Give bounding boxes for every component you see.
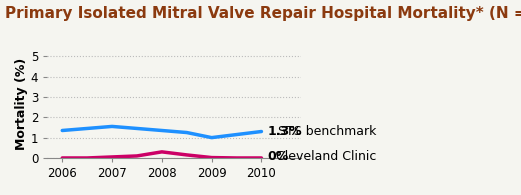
Text: Cleveland Clinic: Cleveland Clinic	[272, 150, 377, 163]
Text: 0%: 0%	[267, 150, 289, 163]
Text: STS benchmark: STS benchmark	[274, 125, 376, 138]
Text: Primary Isolated Mitral Valve Repair Hospital Mortality* (N = 339): Primary Isolated Mitral Valve Repair Hos…	[5, 6, 521, 21]
Y-axis label: Mortality (%): Mortality (%)	[15, 58, 28, 150]
Text: 1.3%: 1.3%	[267, 125, 302, 138]
